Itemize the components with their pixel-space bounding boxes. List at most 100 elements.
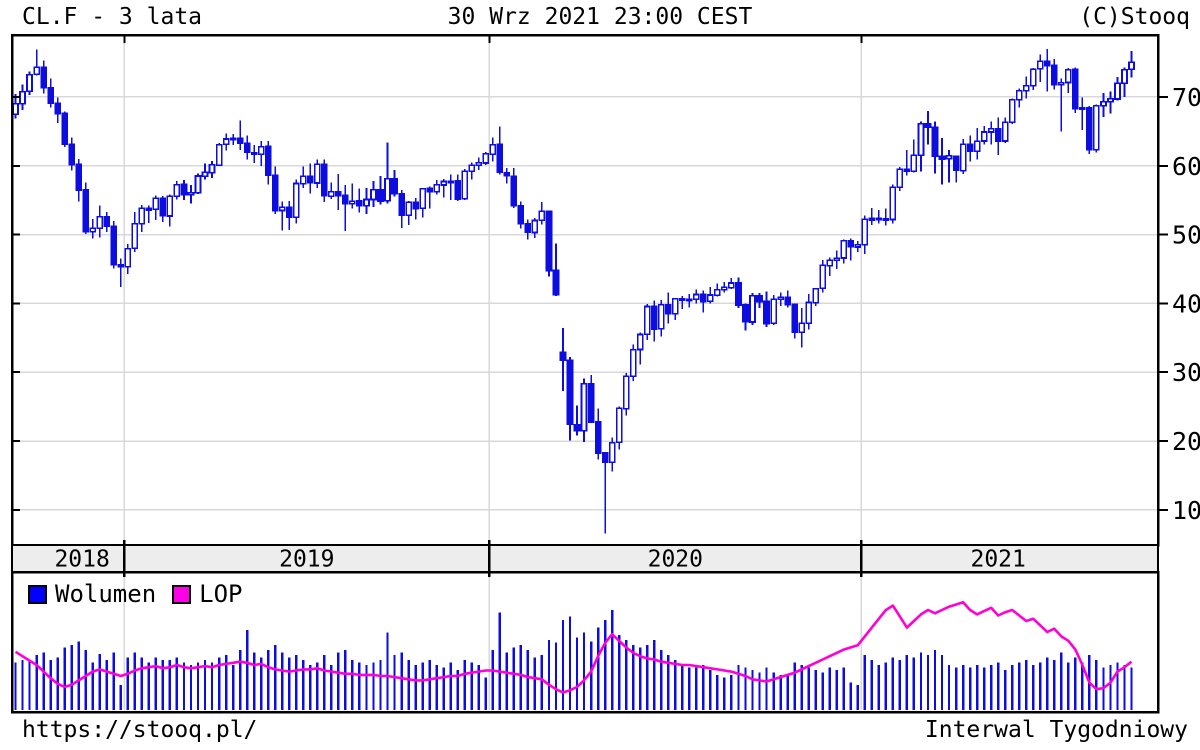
legend-volume-label: Wolumen bbox=[55, 580, 157, 608]
candle bbox=[854, 240, 862, 252]
volume-bar bbox=[856, 685, 859, 710]
candle-body bbox=[61, 112, 68, 145]
candle-body bbox=[700, 293, 707, 303]
candle-body bbox=[187, 192, 195, 196]
candle bbox=[1029, 68, 1037, 91]
volume-bar bbox=[463, 660, 466, 710]
volume-bar bbox=[379, 660, 382, 710]
volume-bar bbox=[1060, 652, 1063, 710]
volume-bar bbox=[1095, 660, 1098, 710]
volume-bar bbox=[161, 660, 165, 710]
candle bbox=[285, 200, 293, 230]
candle bbox=[173, 180, 181, 200]
volume-bar bbox=[624, 640, 628, 710]
volume-bar bbox=[175, 657, 179, 710]
volume-bar bbox=[821, 672, 824, 710]
candle bbox=[433, 180, 440, 195]
candle bbox=[82, 182, 89, 234]
volume-bar bbox=[940, 655, 944, 710]
candle-body bbox=[559, 351, 567, 362]
candle bbox=[1058, 78, 1065, 132]
volume-bar bbox=[435, 665, 438, 710]
volume-bar bbox=[716, 675, 719, 710]
candle-body bbox=[264, 145, 272, 176]
candle bbox=[980, 125, 988, 145]
candle-body bbox=[40, 66, 47, 89]
candle bbox=[33, 49, 40, 76]
candle-body bbox=[896, 168, 904, 188]
candle bbox=[721, 282, 728, 293]
candle bbox=[496, 126, 504, 175]
candle-body bbox=[931, 126, 939, 157]
volume-bar bbox=[344, 650, 347, 710]
candle-body bbox=[1008, 98, 1016, 124]
candle bbox=[812, 287, 819, 307]
candle-body bbox=[742, 303, 749, 323]
volume-bar bbox=[358, 662, 361, 710]
candle bbox=[615, 406, 623, 450]
volume-bar bbox=[709, 670, 712, 710]
volume-bar bbox=[337, 652, 340, 710]
candle bbox=[292, 179, 300, 224]
candle bbox=[1072, 67, 1079, 113]
candle-body bbox=[1114, 82, 1121, 100]
volume-bar bbox=[1109, 665, 1112, 710]
candle bbox=[693, 289, 700, 304]
candle-body bbox=[573, 423, 581, 432]
candle-body bbox=[889, 186, 897, 221]
candle-body bbox=[629, 349, 637, 378]
volume-bar bbox=[323, 655, 326, 710]
candle-body bbox=[145, 207, 153, 211]
candle-body bbox=[1079, 106, 1086, 111]
candle bbox=[994, 117, 1002, 155]
volume-bar bbox=[147, 662, 151, 710]
volume-bar bbox=[744, 667, 747, 710]
volume-bar bbox=[288, 657, 291, 710]
candle bbox=[377, 176, 384, 205]
candle-body bbox=[910, 154, 918, 173]
volume-bar bbox=[919, 652, 923, 710]
candle bbox=[924, 110, 932, 145]
candle-body bbox=[1072, 68, 1079, 110]
candle-body bbox=[622, 375, 630, 410]
volume-bar bbox=[91, 662, 94, 710]
candle bbox=[524, 219, 532, 240]
candle bbox=[370, 180, 377, 208]
candle bbox=[194, 173, 202, 194]
candle-body bbox=[391, 178, 398, 195]
candle bbox=[966, 135, 974, 162]
candle-body bbox=[679, 297, 686, 302]
candle bbox=[384, 142, 391, 204]
candle bbox=[1093, 104, 1100, 153]
volume-bar bbox=[498, 612, 502, 710]
candle-body bbox=[103, 215, 111, 228]
candle-body bbox=[152, 197, 160, 210]
volume-bar bbox=[540, 655, 544, 710]
candle bbox=[159, 196, 167, 223]
volume-bar bbox=[442, 667, 445, 710]
volume-bar bbox=[316, 662, 319, 710]
volume-bar bbox=[835, 670, 838, 710]
candle bbox=[1036, 54, 1044, 82]
candle bbox=[938, 138, 946, 185]
volume-bar bbox=[105, 660, 108, 710]
volume-bar bbox=[372, 662, 375, 710]
candle-body bbox=[510, 175, 518, 207]
volume-bar bbox=[63, 647, 66, 710]
candle bbox=[847, 238, 855, 261]
volume-bar bbox=[695, 667, 698, 710]
candle-body bbox=[54, 102, 61, 115]
candle-body bbox=[461, 170, 469, 200]
candle bbox=[987, 121, 995, 145]
candle-body bbox=[805, 301, 812, 325]
candle-body bbox=[721, 286, 728, 291]
candle bbox=[566, 357, 574, 441]
candle-body bbox=[426, 187, 433, 193]
candle bbox=[145, 205, 153, 223]
candle-body bbox=[777, 296, 784, 301]
candle-body bbox=[215, 143, 223, 166]
candle-body bbox=[75, 163, 82, 191]
candle bbox=[531, 218, 539, 239]
candle bbox=[545, 210, 553, 277]
candle-body bbox=[47, 87, 54, 104]
